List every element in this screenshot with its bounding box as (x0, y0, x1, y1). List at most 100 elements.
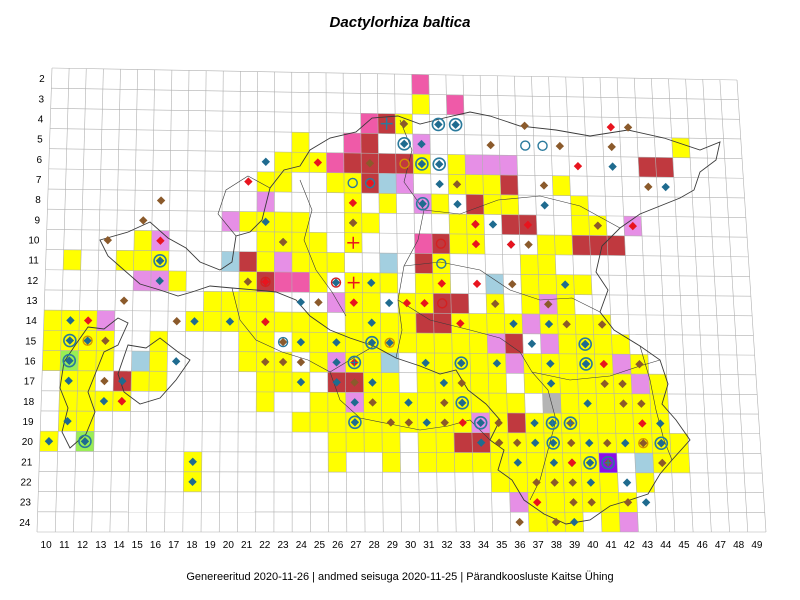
grid-line-vertical (377, 73, 384, 533)
diamond-blue-marker (661, 182, 670, 192)
grid-cell-yellow (133, 230, 152, 251)
grid-cell-magenta (291, 272, 310, 293)
grid-cell-yellow (309, 272, 328, 293)
grid-cell-yellow (309, 392, 328, 413)
target-center-diamond (65, 356, 74, 365)
diamond-blue-marker (296, 377, 306, 387)
grid-cell-yellow (520, 254, 539, 275)
grid-cell-yellow (469, 353, 489, 374)
grid-cell-yellow (670, 453, 690, 473)
row-label: 24 (19, 518, 31, 529)
grid-line-vertical (342, 73, 348, 533)
circle-yellow-marker (638, 437, 649, 449)
grid-line-vertical (496, 75, 512, 533)
diamond-brown-marker (567, 438, 576, 448)
grid-cell-yellow (131, 371, 150, 392)
diamond-blue-marker (492, 359, 502, 368)
grid-cell-light_blue (485, 273, 504, 294)
grid-cell-yellow (509, 472, 528, 493)
grid-cell-yellow (454, 452, 473, 473)
diamond-blue-marker (488, 220, 498, 229)
diamond-brown-marker (103, 235, 113, 245)
grid-cell-yellow (326, 172, 345, 193)
row-label: 22 (21, 478, 33, 489)
diamond-brown-marker (562, 320, 571, 329)
target-center-diamond (451, 120, 460, 129)
grid-cell-yellow (256, 251, 275, 272)
diamond-brown-marker (568, 478, 577, 487)
diamond-blue-marker (608, 162, 617, 171)
diamond-blue-marker (367, 318, 376, 327)
grid-cell-yellow (552, 175, 571, 196)
circle-yellow-marker (399, 158, 410, 169)
grid-cell-dark_red (360, 133, 379, 154)
diamond-brown-marker (639, 438, 648, 448)
target-center-diamond (581, 359, 591, 369)
diamond-brown-marker (440, 398, 449, 407)
grid-cell-yellow (361, 212, 380, 234)
grid-cell-yellow (221, 291, 239, 312)
grid-cell-light_blue (221, 251, 240, 272)
diamond-brown-marker (569, 498, 578, 507)
diamond-brown-marker (623, 498, 633, 507)
grid-cell-yellow (345, 332, 364, 353)
grid-cell-yellow (42, 330, 62, 351)
row-label: 20 (22, 437, 34, 448)
diamond-red-marker (523, 220, 533, 230)
diamond-brown-marker (452, 180, 462, 189)
target-center-diamond (65, 336, 75, 345)
grid-line-vertical (531, 76, 548, 533)
grid-cell-yellow (42, 350, 61, 371)
grid-cell-pink (327, 292, 346, 313)
diamond-brown-marker (350, 378, 359, 387)
row-label: 4 (38, 114, 44, 125)
grid-cell-yellow (364, 432, 383, 453)
column-label: 11 (59, 540, 70, 551)
column-label: 28 (369, 540, 381, 551)
grid-line-horizontal (40, 410, 759, 415)
row-label: 2 (39, 74, 45, 85)
grid-cell-yellow (398, 332, 417, 353)
grid-cell-yellow (416, 333, 435, 354)
row-label: 5 (37, 135, 43, 146)
target-center-diamond (434, 120, 443, 129)
diamond-brown-marker (172, 317, 181, 326)
diamond-red-marker (261, 277, 270, 287)
diamond-blue-marker (296, 337, 306, 347)
row-label: 10 (28, 235, 40, 246)
grid-line-horizontal (43, 329, 754, 336)
grid-cell-magenta (326, 152, 344, 173)
grid-cell-yellow (133, 250, 152, 271)
row-label: 7 (36, 175, 42, 186)
diamond-brown-marker (597, 320, 607, 329)
grid-line-horizontal (37, 511, 765, 513)
circle-blue-marker (277, 336, 289, 348)
grid-cell-pink (619, 512, 639, 532)
column-label: 31 (423, 540, 435, 551)
row-label: 3 (38, 94, 44, 105)
circle-red-marker (435, 238, 447, 249)
diamond-brown-marker (550, 478, 559, 487)
target-blue-marker (448, 117, 463, 132)
grid-cell-yellow (469, 333, 488, 354)
diamond-blue-marker (331, 278, 341, 287)
grid-cell-light_blue (379, 253, 398, 274)
grid-cell-pink (482, 154, 501, 175)
column-label: 47 (715, 540, 727, 551)
grid-cell-pink (96, 310, 115, 331)
grid-cell-yellow (449, 233, 468, 254)
diamond-blue-marker (190, 317, 199, 326)
target-blue-marker (546, 436, 561, 450)
county-border-7 (231, 287, 491, 441)
diamond-brown-marker (658, 458, 667, 468)
diamond-blue-marker (350, 398, 359, 407)
grid-cell-dark_red (655, 157, 674, 178)
target-blue-marker (62, 353, 77, 368)
diamond-red-marker (420, 299, 429, 308)
grid-cell-pink (221, 211, 240, 232)
column-label: 32 (442, 540, 454, 551)
grid-cell-yellow (671, 137, 691, 158)
grid-cell-dark_red (343, 152, 362, 174)
column-label: 39 (569, 540, 581, 551)
diamond-blue-marker (417, 139, 426, 149)
